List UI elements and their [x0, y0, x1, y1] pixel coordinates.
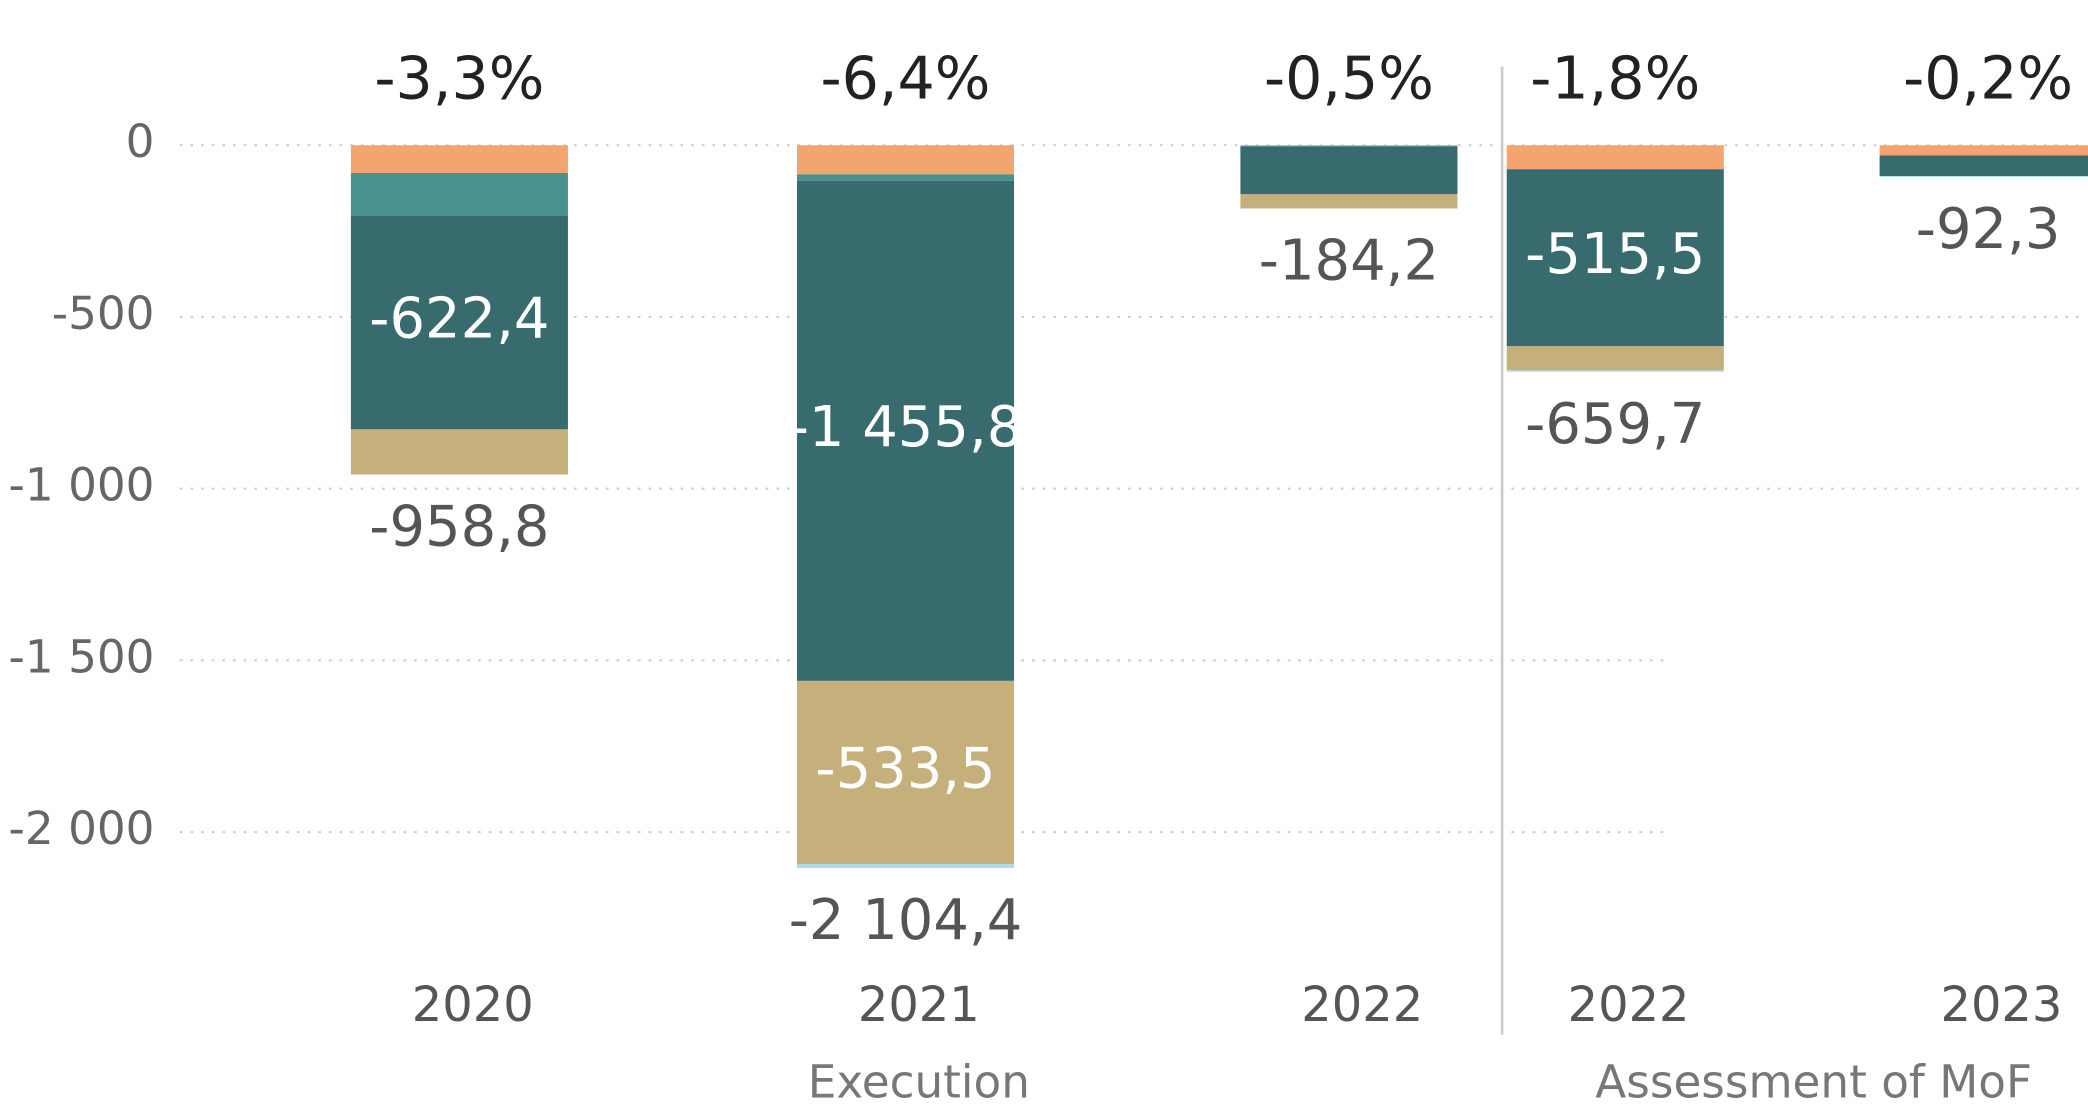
bar-segment [350, 215, 568, 430]
y-tick-label: -2 000 [9, 802, 155, 855]
x-tick-label: 2023 [1940, 978, 2062, 1033]
bar-segment [350, 145, 568, 174]
bar-segment [350, 173, 568, 216]
segment-label: -533,5 [815, 737, 995, 802]
total-label: -2 104,4 [789, 888, 1023, 953]
bar-segment [1506, 145, 1724, 170]
segment-label: -1 455,8 [789, 395, 1023, 460]
y-tick-label: -1 000 [9, 459, 155, 512]
bar-segment [1240, 146, 1458, 195]
bar-segment [1879, 176, 2088, 177]
bar-segment [796, 680, 1015, 865]
group-label: Assessment of MoF [1595, 1055, 2032, 1104]
y-tick-label: -500 [52, 287, 155, 340]
bar-segment [796, 180, 1015, 681]
segment-label: -515,5 [1525, 222, 1705, 287]
total-label: -958,8 [369, 495, 549, 560]
bar-segment [1879, 155, 2088, 177]
bar-segment [1506, 370, 1724, 372]
group-label: Execution [808, 1055, 1030, 1104]
x-tick-label: 2022 [1301, 978, 1423, 1033]
percent-label: -6,4% [821, 45, 991, 113]
y-tick-label: 0 [126, 115, 155, 168]
x-tick-label: 2020 [412, 978, 534, 1033]
percent-label: -0,5% [1264, 45, 1434, 113]
bar-segment [796, 145, 1015, 175]
bar-segment [1240, 145, 1458, 147]
percent-label: -0,2% [1903, 45, 2073, 113]
y-tick-label: -1 500 [9, 630, 155, 683]
bar-segment [796, 174, 1015, 181]
x-tick-label: 2022 [1568, 978, 1690, 1033]
percent-label: -3,3% [374, 45, 544, 113]
total-label: -184,2 [1259, 229, 1439, 294]
bar-segment [350, 429, 568, 475]
percent-label: -1,8% [1530, 45, 1700, 113]
total-label: -659,7 [1525, 392, 1705, 457]
x-tick-label: 2021 [858, 978, 980, 1033]
bar-segment [796, 864, 1015, 868]
segment-label: -622,4 [369, 287, 549, 352]
total-label: -92,3 [1916, 197, 2061, 262]
bar-segment [1506, 346, 1724, 371]
bar-segment [1879, 145, 2088, 156]
bar-segment [1240, 194, 1458, 209]
bar-segment [1506, 169, 1724, 347]
